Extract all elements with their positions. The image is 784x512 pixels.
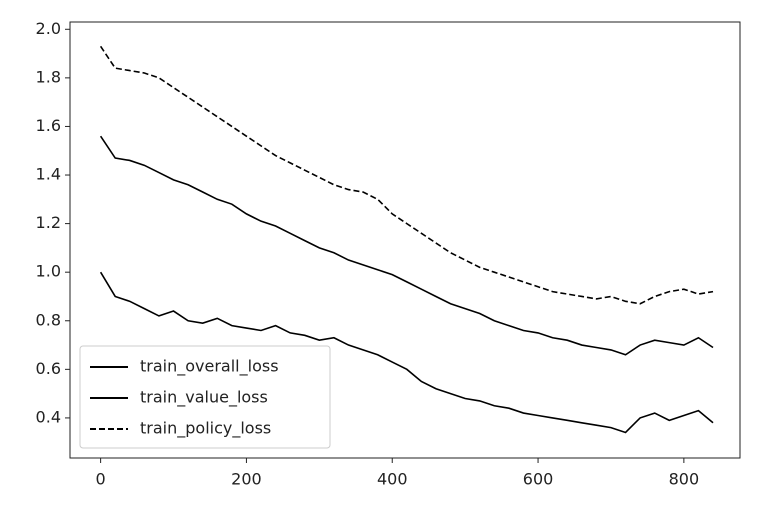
legend-label: train_policy_loss xyxy=(140,419,271,439)
legend: train_overall_loss train_value_loss train_… xyxy=(79,345,331,449)
series-line xyxy=(99,271,714,434)
legend-label: train_overall_loss xyxy=(140,357,279,377)
x-tick-label: 200 xyxy=(231,470,262,489)
legend-box xyxy=(79,345,331,449)
y-tick-label: 0.6 xyxy=(36,359,61,378)
x-tick-label: 600 xyxy=(523,470,554,489)
series-line xyxy=(99,135,714,356)
y-tick-label: 1.8 xyxy=(36,67,61,86)
legend-label: train_value_loss xyxy=(140,388,268,408)
y-tick-label: 1.2 xyxy=(36,213,61,232)
y-tick-label: 2.0 xyxy=(36,19,61,38)
y-tick-label: 1.0 xyxy=(36,262,61,281)
plot-frame xyxy=(69,21,741,459)
y-tick-label: 1.6 xyxy=(36,116,61,135)
y-tick-label: 0.8 xyxy=(36,310,61,329)
x-tick-label: 0 xyxy=(96,470,106,489)
y-tick-label: 0.4 xyxy=(36,407,61,426)
x-tick-label: 800 xyxy=(669,470,700,489)
series-line xyxy=(99,45,714,305)
y-tick-label: 1.4 xyxy=(36,165,61,184)
x-tick-label: 400 xyxy=(377,470,408,489)
